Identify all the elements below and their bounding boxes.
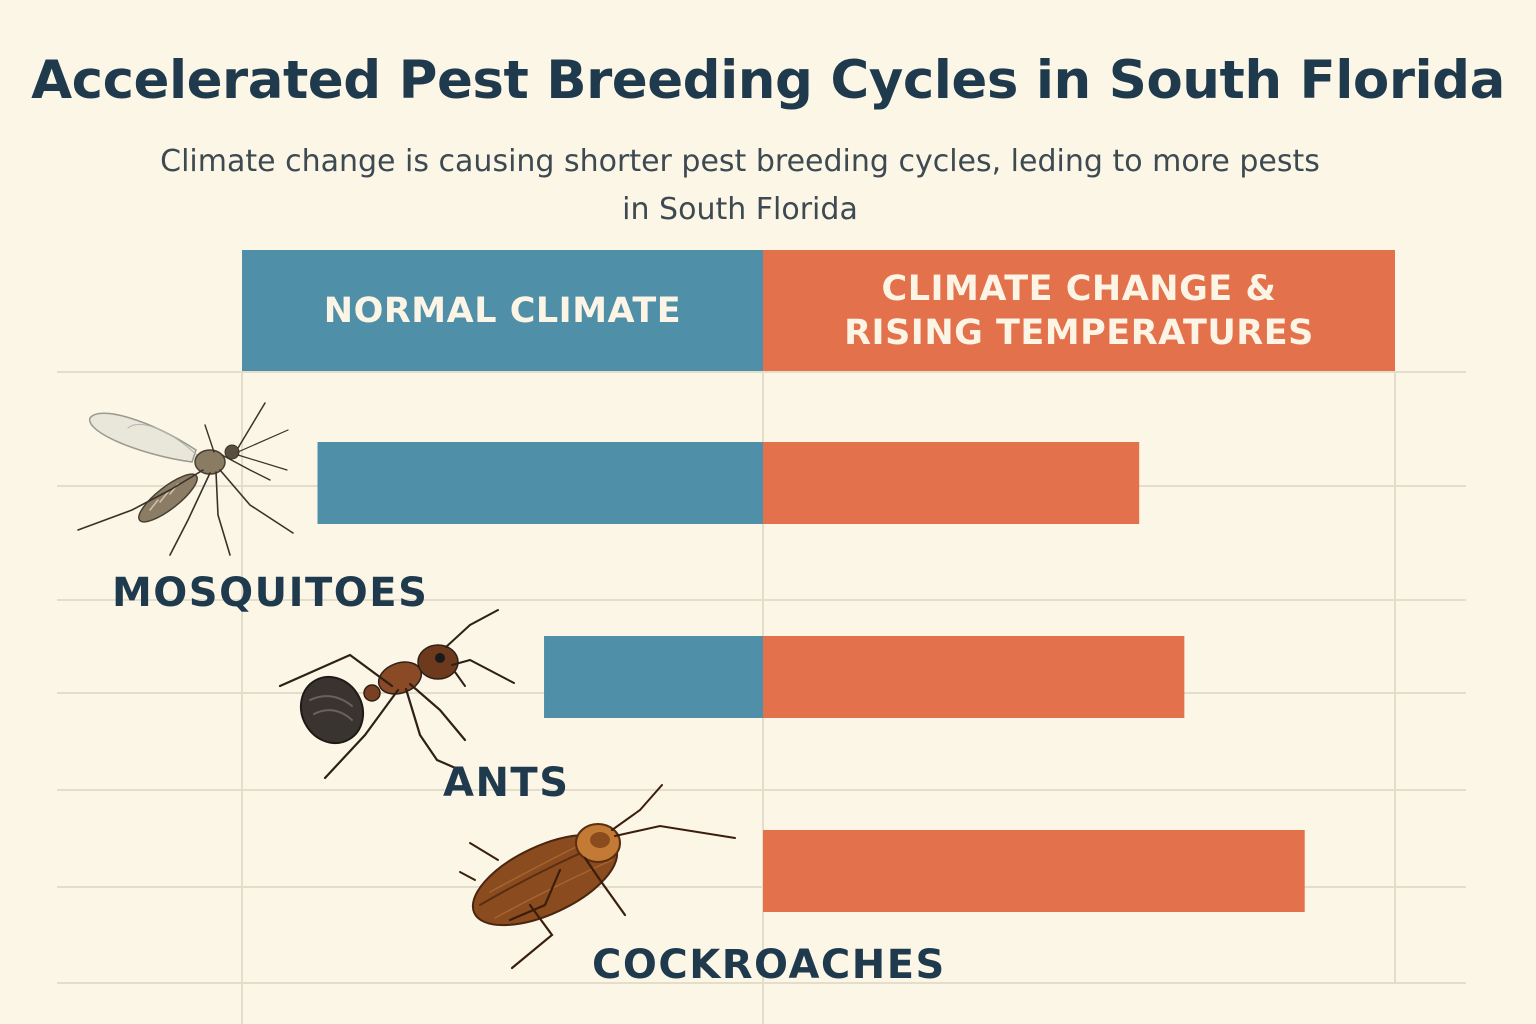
pest-label-mosquitoes: MOSQUITOES bbox=[112, 570, 429, 616]
cockroach-icon bbox=[459, 784, 736, 970]
bar-climate-ants bbox=[763, 636, 1185, 718]
column-header-normal-climate: NORMAL CLIMATE bbox=[242, 250, 763, 372]
chart-subtitle: Climate change is causing shorter pest b… bbox=[160, 144, 1320, 227]
pest-label-cockroaches: COCKROACHES bbox=[592, 942, 946, 988]
ant-icon bbox=[278, 609, 515, 780]
column-header-normal-climate-label: NORMAL CLIMATE bbox=[323, 291, 682, 331]
chart-title: Accelerated Pest Breeding Cycles in Sout… bbox=[31, 50, 1505, 111]
column-header-climate-change: CLIMATE CHANGE & RISING TEMPERATURES bbox=[763, 250, 1395, 372]
bar-normal-ants bbox=[544, 636, 763, 718]
bar-climate-mosquitoes bbox=[763, 442, 1140, 524]
pest-label-ants: ANTS bbox=[443, 760, 570, 806]
mosquito-icon bbox=[77, 402, 294, 556]
column-header-climate-change-label: CLIMATE CHANGE & RISING TEMPERATURES bbox=[844, 269, 1314, 353]
bars bbox=[317, 442, 1305, 912]
bar-climate-cockroaches bbox=[763, 830, 1305, 912]
bar-normal-mosquitoes bbox=[317, 442, 763, 524]
